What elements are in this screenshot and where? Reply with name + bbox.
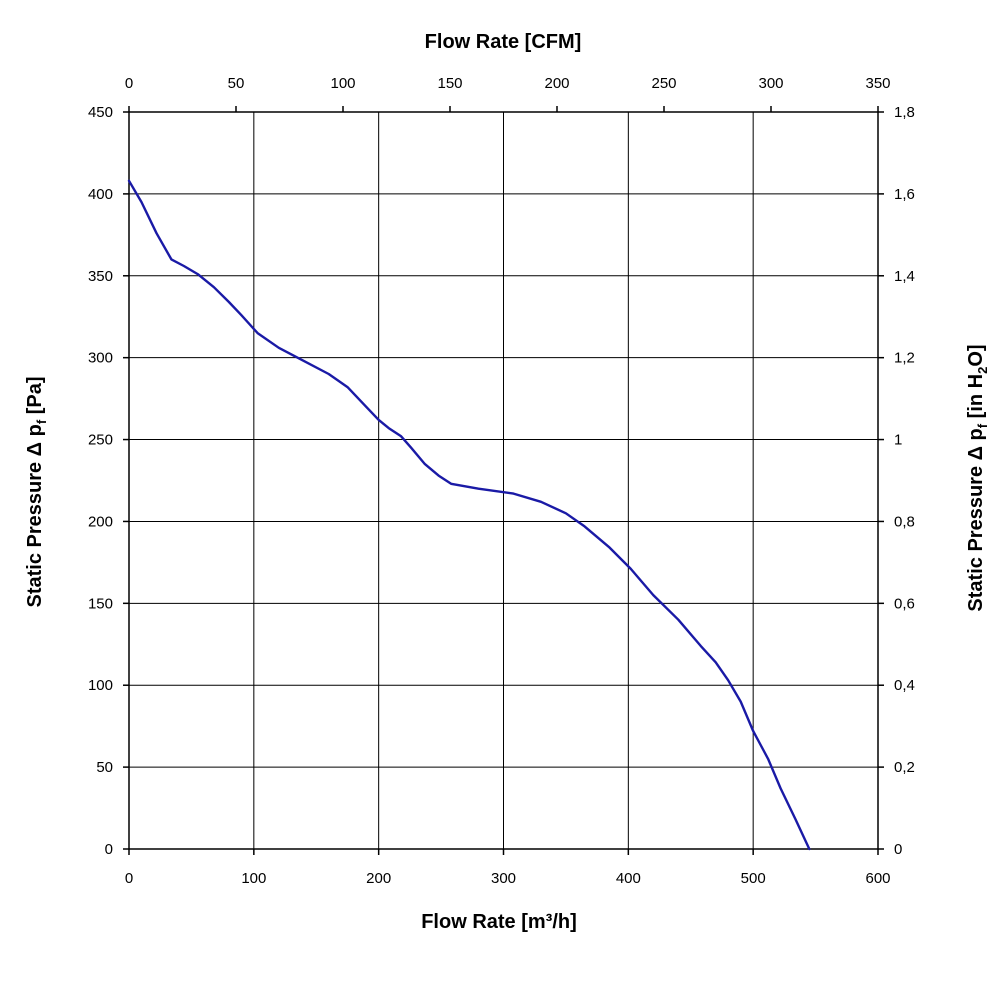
- left-axis-title-main: Static Pressure Δ p: [24, 424, 46, 607]
- left-tick-label: 0: [105, 841, 113, 858]
- right-axis-title-subscript: f: [975, 423, 990, 428]
- top-tick-label: 150: [437, 75, 462, 92]
- bottom-tick-label: 400: [616, 870, 641, 887]
- right-tick-label: 1,4: [894, 268, 915, 285]
- right-tick-label: 1,8: [894, 104, 915, 121]
- top-tick-label: 300: [758, 75, 783, 92]
- top-tick-label: 50: [228, 75, 245, 92]
- left-tick-label: 100: [88, 677, 113, 694]
- right-tick-label: 0,4: [894, 677, 915, 694]
- bottom-tick-label: 300: [491, 870, 516, 887]
- right-tick-label: 0: [894, 841, 902, 858]
- left-tick-label: 150: [88, 595, 113, 612]
- bottom-tick-label: 0: [125, 870, 133, 887]
- left-tick-label: 200: [88, 513, 113, 530]
- top-tick-label: 250: [651, 75, 676, 92]
- right-axis-title-unit: [in H: [965, 374, 987, 424]
- right-tick-label: 1,2: [894, 350, 915, 367]
- bottom-tick-label: 600: [865, 870, 890, 887]
- left-tick-label: 300: [88, 350, 113, 367]
- right-axis-title: Static Pressure Δ pf [in H2O]: [965, 344, 990, 611]
- top-tick-label: 0: [125, 75, 133, 92]
- left-axis-title: Static Pressure Δ pf [Pa]: [24, 376, 49, 607]
- left-axis-title-subscript: f: [34, 419, 49, 424]
- bottom-tick-label: 500: [741, 870, 766, 887]
- top-tick-label: 100: [330, 75, 355, 92]
- bottom-tick-label: 200: [366, 870, 391, 887]
- right-tick-label: 1,6: [894, 186, 915, 203]
- left-tick-label: 250: [88, 432, 113, 449]
- top-axis-title: Flow Rate [CFM]: [425, 31, 582, 53]
- right-tick-label: 0,8: [894, 513, 915, 530]
- left-tick-label: 450: [88, 104, 113, 121]
- grid-lines: [129, 112, 878, 849]
- right-axis-title-main: Static Pressure Δ p: [965, 428, 987, 611]
- bottom-tick-label: 100: [241, 870, 266, 887]
- left-tick-label: 50: [96, 759, 113, 776]
- right-tick-label: 0,2: [894, 759, 915, 776]
- right-tick-label: 0,6: [894, 595, 915, 612]
- left-tick-label: 400: [88, 186, 113, 203]
- top-tick-label: 200: [544, 75, 569, 92]
- left-axis-title-unit: [Pa]: [24, 376, 46, 419]
- right-axis-title-unit-end: O]: [965, 344, 987, 366]
- right-tick-label: 1: [894, 432, 902, 449]
- plot-frame: [128, 111, 879, 850]
- tick-marks: [123, 106, 884, 855]
- top-tick-label: 350: [865, 75, 890, 92]
- bottom-axis-title: Flow Rate [m³/h]: [421, 911, 577, 933]
- left-tick-label: 350: [88, 268, 113, 285]
- right-axis-title-unit-subscript: 2: [975, 367, 990, 374]
- pressure-curve: [127, 179, 811, 851]
